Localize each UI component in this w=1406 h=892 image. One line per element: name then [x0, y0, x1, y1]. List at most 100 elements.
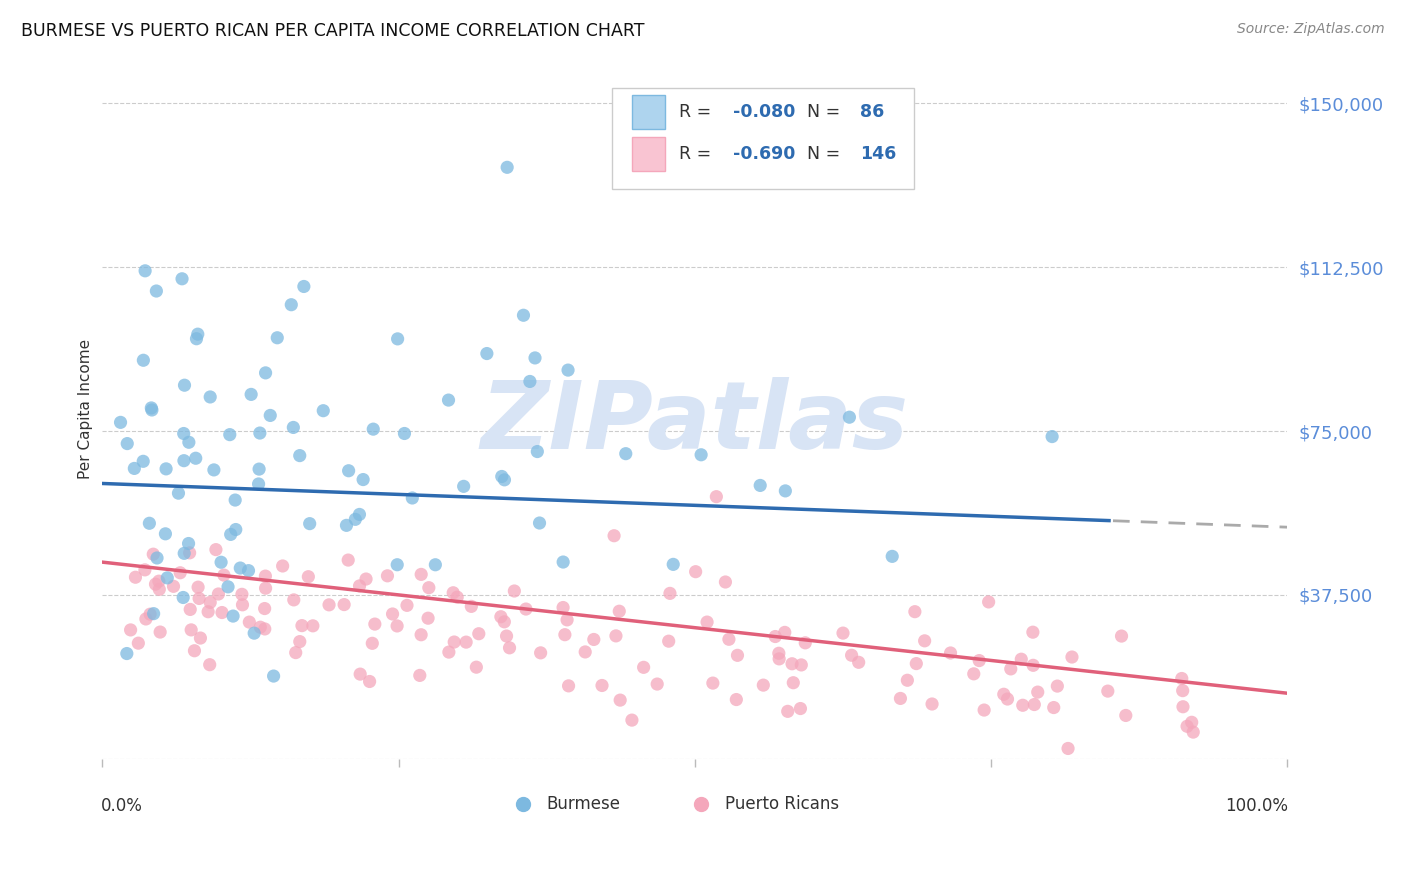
Point — [790, 657, 813, 672]
Point — [498, 640, 520, 655]
Point — [1022, 658, 1045, 673]
Point — [1011, 698, 1033, 713]
Point — [696, 615, 718, 629]
Point — [1042, 700, 1064, 714]
Point — [238, 615, 260, 629]
Point — [344, 512, 367, 526]
Point — [551, 600, 574, 615]
Point — [453, 479, 475, 493]
Point — [190, 631, 212, 645]
FancyBboxPatch shape — [612, 87, 914, 189]
Point — [1171, 683, 1194, 698]
Point — [1060, 650, 1083, 665]
Point — [973, 703, 995, 717]
Text: ZIPatlas: ZIPatlas — [481, 377, 908, 469]
Point — [1171, 699, 1194, 714]
Point — [247, 462, 270, 476]
Point — [135, 612, 157, 626]
Point — [173, 546, 195, 560]
Point — [200, 595, 222, 609]
Point — [494, 615, 516, 629]
Text: -0.080: -0.080 — [733, 103, 796, 121]
Point — [662, 558, 685, 572]
Point — [512, 308, 534, 322]
Point — [212, 568, 235, 582]
Point — [291, 618, 314, 632]
Point — [519, 375, 541, 389]
Point — [446, 590, 468, 604]
Text: 86: 86 — [859, 103, 884, 121]
Point — [247, 477, 270, 491]
Point — [231, 598, 253, 612]
Point — [162, 579, 184, 593]
Point — [659, 586, 682, 600]
Point — [425, 558, 447, 572]
Point — [349, 508, 371, 522]
Point — [524, 351, 547, 365]
Point — [148, 582, 170, 597]
Point — [1057, 741, 1080, 756]
Point — [172, 591, 194, 605]
Point — [170, 272, 193, 286]
Point — [529, 516, 551, 530]
Point — [977, 595, 1000, 609]
Point — [557, 363, 579, 377]
Point — [620, 713, 643, 727]
Point — [173, 378, 195, 392]
Point — [266, 331, 288, 345]
Point — [177, 536, 200, 550]
Point — [749, 478, 772, 492]
Point — [591, 678, 613, 692]
Point — [614, 447, 637, 461]
Point — [177, 435, 200, 450]
Text: N =: N = — [807, 145, 846, 163]
Point — [443, 635, 465, 649]
Point — [183, 644, 205, 658]
Point — [939, 646, 962, 660]
Point — [456, 635, 478, 649]
Point — [337, 553, 360, 567]
Point — [284, 646, 307, 660]
Point — [465, 660, 488, 674]
Point — [134, 563, 156, 577]
Point — [186, 332, 208, 346]
Point — [780, 657, 803, 671]
Point — [1010, 652, 1032, 666]
Point — [555, 613, 578, 627]
Point — [120, 623, 142, 637]
Text: 100.0%: 100.0% — [1226, 797, 1288, 815]
Point — [530, 646, 553, 660]
Text: -0.690: -0.690 — [733, 145, 796, 163]
Point — [460, 599, 482, 614]
Point — [554, 628, 576, 642]
Point — [475, 346, 498, 360]
Point — [238, 564, 260, 578]
Point — [254, 366, 277, 380]
Point — [197, 605, 219, 619]
Point — [155, 526, 177, 541]
Text: R =: R = — [679, 145, 717, 163]
Point — [489, 609, 512, 624]
Point — [409, 668, 432, 682]
Point — [645, 677, 668, 691]
Point — [240, 387, 263, 401]
Point — [283, 420, 305, 434]
Point — [725, 692, 748, 706]
Point — [138, 516, 160, 531]
Point — [557, 679, 579, 693]
Point — [187, 580, 209, 594]
Point — [768, 646, 790, 660]
Point — [603, 529, 626, 543]
Text: 0.0%: 0.0% — [101, 797, 143, 815]
Point — [156, 571, 179, 585]
Point — [387, 558, 409, 572]
Bar — [633, 95, 665, 128]
Point — [271, 559, 294, 574]
Point — [706, 490, 728, 504]
Point — [689, 752, 711, 766]
Point — [302, 619, 325, 633]
Point — [254, 569, 277, 583]
Point — [263, 669, 285, 683]
Point — [142, 547, 165, 561]
Point — [1175, 719, 1198, 733]
